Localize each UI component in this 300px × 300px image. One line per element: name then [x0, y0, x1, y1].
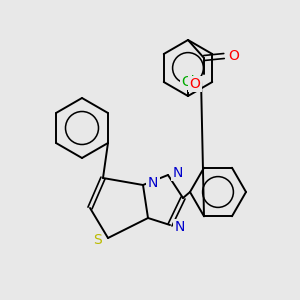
Text: N: N — [148, 176, 158, 190]
Text: O: O — [229, 49, 239, 63]
Text: S: S — [93, 233, 101, 247]
Text: N: N — [173, 166, 183, 180]
Text: O: O — [190, 77, 200, 91]
Text: N: N — [175, 220, 185, 234]
Text: Cl: Cl — [181, 75, 195, 89]
